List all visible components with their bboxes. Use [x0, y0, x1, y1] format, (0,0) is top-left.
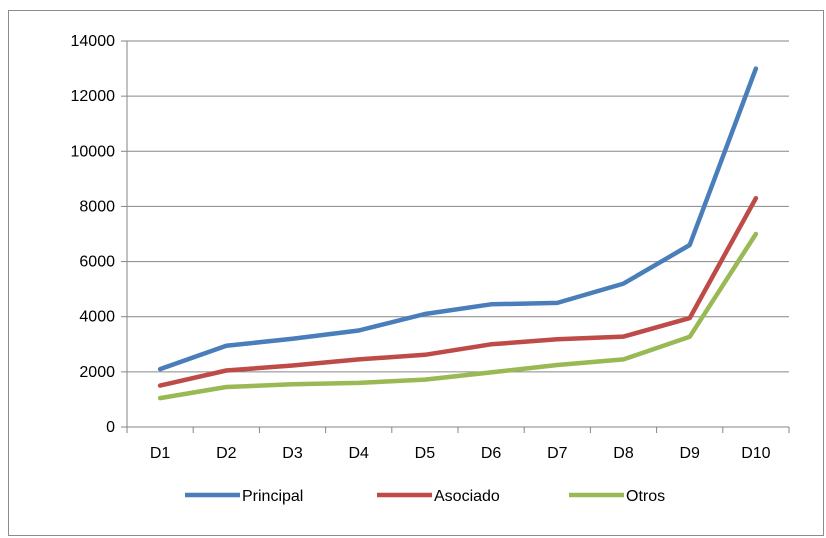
y-tick-label: 4000	[79, 309, 115, 326]
x-tick-label: D5	[415, 445, 436, 462]
x-tick-label: D8	[613, 445, 634, 462]
x-tick-label: D10	[741, 445, 770, 462]
legend-label: Asociado	[434, 488, 500, 505]
y-tick-label: 0	[106, 419, 115, 436]
x-tick-label: D3	[282, 445, 303, 462]
x-tick-label: D6	[481, 445, 502, 462]
y-tick-label: 10000	[71, 143, 116, 160]
y-tick-label: 12000	[71, 88, 116, 105]
y-tick-labels: 0 2000 4000 6000 8000 10000 12000 14000	[71, 33, 116, 436]
x-tick-labels: D1 D2 D3 D4 D5 D6 D7 D8 D9 D10	[150, 445, 771, 462]
y-tick-label: 8000	[79, 198, 115, 215]
y-tick-label: 14000	[71, 33, 116, 50]
y-tick-label: 2000	[79, 364, 115, 381]
axes	[121, 40, 790, 433]
legend-label: Principal	[242, 488, 303, 505]
x-tick-label: D2	[216, 445, 237, 462]
gridlines	[127, 40, 789, 373]
x-tick-label: D4	[348, 445, 369, 462]
series-line-otros	[157, 231, 759, 401]
x-tick-label: D1	[150, 445, 171, 462]
x-tick-label: D9	[679, 445, 700, 462]
series-line-asociado	[157, 195, 759, 388]
series-lines	[157, 66, 759, 401]
series-line-principal	[157, 66, 759, 372]
y-tick-label: 6000	[79, 254, 115, 271]
chart-frame: 0 2000 4000 6000 8000 10000 12000 14000 D1 D2 D3 D…	[8, 10, 824, 536]
legend-label: Otros	[626, 488, 665, 505]
x-tick-label: D7	[547, 445, 568, 462]
legend: Principal Asociado Otros	[185, 488, 665, 505]
